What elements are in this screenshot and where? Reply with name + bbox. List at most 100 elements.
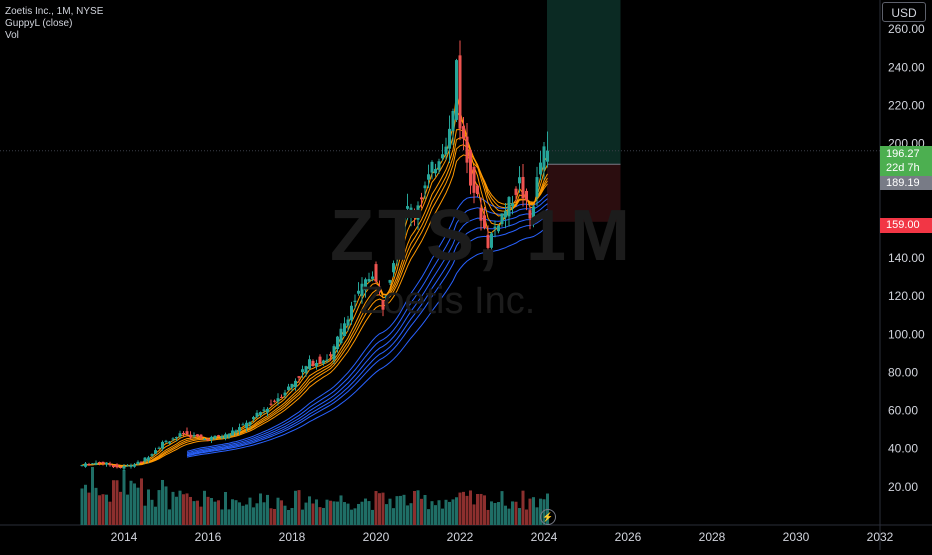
guppy-short-ema-line xyxy=(81,137,548,467)
volume-bar xyxy=(178,490,182,525)
volume-bar xyxy=(402,494,406,525)
candle-body xyxy=(441,154,444,159)
candle-body xyxy=(269,403,273,405)
volume-bar xyxy=(185,493,189,525)
volume-bar xyxy=(420,498,423,525)
x-tick-label: 2028 xyxy=(699,530,726,544)
candle-body xyxy=(371,276,374,279)
candle-body xyxy=(259,412,262,415)
volume-bar xyxy=(367,501,371,525)
candle-body xyxy=(514,188,518,195)
volume-bar xyxy=(455,497,458,525)
volume-bar xyxy=(357,503,360,525)
x-tick-label: 2014 xyxy=(111,530,138,544)
last-price-tag: 196.27 22d 7h xyxy=(880,146,932,176)
volume-bar xyxy=(241,505,245,525)
x-tick-label: 2018 xyxy=(279,530,306,544)
candle-body xyxy=(476,185,479,195)
candle-body xyxy=(532,206,535,224)
volume-bar xyxy=(98,495,101,525)
volume-bar xyxy=(409,503,413,525)
volume-bar xyxy=(171,491,175,525)
candle-body xyxy=(196,434,199,437)
candle-body xyxy=(521,176,525,199)
lightning-icon[interactable]: ⚡ xyxy=(540,509,556,525)
candle-body xyxy=(147,457,150,461)
volume-bar xyxy=(521,490,525,525)
candle-body xyxy=(542,146,546,170)
volume-bar xyxy=(437,500,441,525)
candle-body xyxy=(486,234,490,248)
candle-body xyxy=(420,197,423,200)
volume-bar xyxy=(343,502,346,525)
candle-body xyxy=(322,360,325,364)
candle-body xyxy=(504,211,507,218)
candle-body xyxy=(227,433,231,438)
candle-body xyxy=(458,55,462,129)
volume-bar xyxy=(430,501,434,525)
candle-body xyxy=(455,60,458,120)
volume-bar xyxy=(308,496,311,525)
candle-body xyxy=(528,210,532,219)
volume-bar xyxy=(483,495,486,525)
volume-bar xyxy=(332,501,336,525)
candle-body xyxy=(262,409,266,411)
x-tick-label: 2024 xyxy=(531,530,558,544)
candle-body xyxy=(164,440,168,442)
volume-bar xyxy=(143,505,147,525)
candle-body xyxy=(430,161,434,173)
volume-bar xyxy=(353,508,357,525)
volume-bar xyxy=(535,507,539,525)
candle-body xyxy=(329,354,332,356)
candle-body xyxy=(238,427,241,432)
candle-body xyxy=(364,279,367,291)
legend-volume[interactable]: Vol xyxy=(5,30,19,41)
candle-body xyxy=(350,305,353,321)
candle-body xyxy=(423,185,427,189)
candle-body xyxy=(185,431,189,435)
volume-bar xyxy=(511,501,514,525)
volume-bar xyxy=(381,492,385,525)
candle-body xyxy=(245,422,248,429)
volume-bar xyxy=(199,506,203,525)
candle-body xyxy=(402,216,406,235)
volume-bar xyxy=(262,502,266,525)
candle-body xyxy=(427,174,430,180)
volume-bar xyxy=(385,504,388,525)
legend-indicator[interactable]: GuppyL (close) xyxy=(5,18,73,29)
volume-bar xyxy=(182,494,185,525)
candle-body xyxy=(381,299,385,310)
candle-body xyxy=(357,290,360,294)
y-tick-label: 120.00 xyxy=(888,289,925,303)
volume-bar xyxy=(140,478,143,525)
volume-bar xyxy=(514,501,518,525)
currency-button[interactable]: USD xyxy=(882,2,926,22)
guppy-long-ema-line xyxy=(186,203,548,455)
candle-body xyxy=(507,197,511,217)
legend-symbol[interactable]: Zoetis Inc., 1M, NYSE xyxy=(5,6,104,17)
watermark-symbol: ZTS, 1M xyxy=(330,196,635,276)
candle-body xyxy=(434,169,437,174)
candle-body xyxy=(105,462,108,465)
volume-bar xyxy=(479,493,483,525)
candle-body xyxy=(161,441,164,449)
volume-bar xyxy=(318,507,322,525)
x-tick-label: 2026 xyxy=(615,530,642,544)
volume-bar xyxy=(336,501,339,525)
volume-bar xyxy=(255,503,259,525)
candle-body xyxy=(210,436,213,440)
x-tick-label: 2032 xyxy=(867,530,894,544)
candle-body xyxy=(483,215,486,229)
y-tick-label: 140.00 xyxy=(888,251,925,265)
candle-body xyxy=(241,424,245,426)
chart-legend: Zoetis Inc., 1M, NYSE GuppyL (close) Vol xyxy=(5,6,103,42)
candle-body xyxy=(150,454,154,456)
volume-bar xyxy=(532,497,535,525)
volume-bar xyxy=(339,495,343,525)
volume-bar xyxy=(322,507,325,525)
candle-body xyxy=(297,376,301,378)
candle-body xyxy=(80,465,84,467)
candle-body xyxy=(444,146,448,155)
